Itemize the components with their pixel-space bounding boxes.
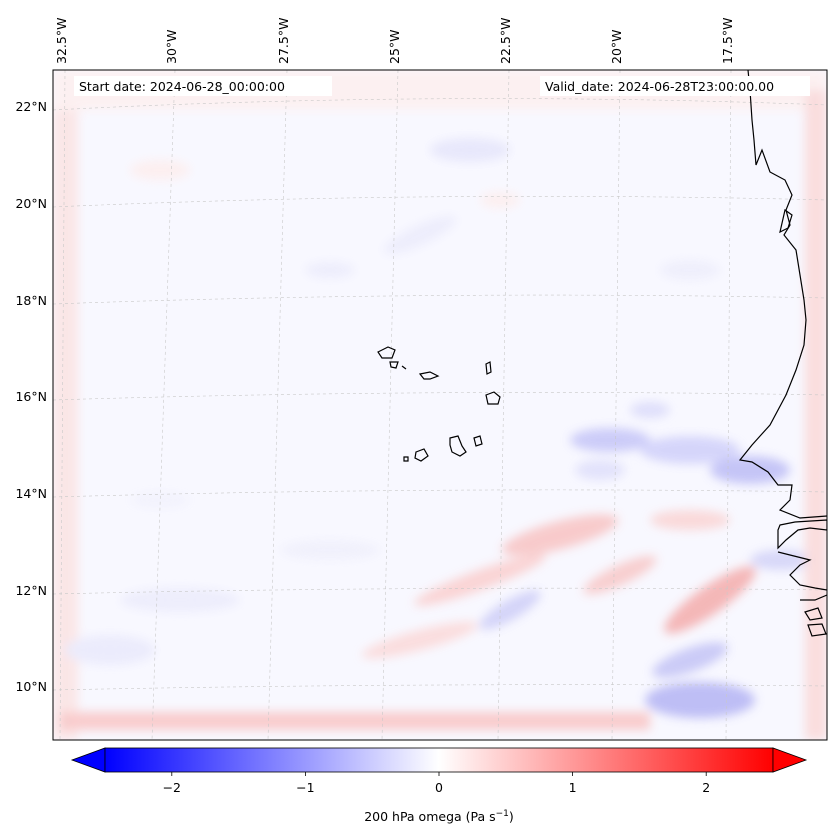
lat-label-12n: 12°N <box>15 583 47 598</box>
lon-label-32-5w: 32.5°W <box>54 18 69 64</box>
lon-label-30w: 30°W <box>164 29 179 64</box>
map-frame <box>52 69 828 741</box>
lat-label-14n: 14°N <box>15 486 47 501</box>
lat-label-18n: 18°N <box>15 293 47 308</box>
lat-label-10n: 10°N <box>15 679 47 694</box>
lat-label-20n: 20°N <box>15 196 47 211</box>
lon-label-27-5w: 27.5°W <box>276 18 291 64</box>
colorbar-extend-low <box>70 747 106 773</box>
longitude-labels: 32.5°W 30°W 27.5°W 25°W 22.5°W 20°W 17.5… <box>54 18 735 64</box>
colorbar-label: 200 hPa omega (Pa s−1) <box>364 809 514 824</box>
colorbar-bar <box>104 747 774 773</box>
start-date-box <box>74 76 332 96</box>
coastline <box>738 70 827 637</box>
colorbar-tick-label: 1 <box>569 780 577 795</box>
latitude-labels: 22°N 20°N 18°N 16°N 14°N 12°N 10°N <box>15 99 47 694</box>
colorbar-ticks: −2 −1 0 1 2 <box>163 772 710 795</box>
colorbar-tick-label: 0 <box>435 780 443 795</box>
valid-date-box <box>540 76 810 96</box>
lon-label-22-5w: 22.5°W <box>498 18 513 64</box>
lat-label-16n: 16°N <box>15 389 47 404</box>
graticule <box>53 70 827 740</box>
start-date-label: Start date: 2024-06-28_00:00:00 <box>79 79 285 94</box>
colorbar-tick-label: −2 <box>163 780 181 795</box>
colorbar-extend-high <box>772 747 808 773</box>
lon-label-25w: 25°W <box>387 29 402 64</box>
lon-label-20w: 20°W <box>609 29 624 64</box>
colorbar-tick-label: 2 <box>702 780 710 795</box>
lat-label-22n: 22°N <box>15 99 47 114</box>
colorbar-tick-label: −1 <box>296 780 314 795</box>
lon-label-17-5w: 17.5°W <box>720 18 735 64</box>
cape-verde-islands <box>377 346 501 462</box>
valid-date-label: Valid_date: 2024-06-28T23:00:00.00 <box>545 79 774 94</box>
colorbar: −2 −1 0 1 2 200 hPa omega (Pa s−1) <box>70 747 808 824</box>
omega-field <box>53 70 827 740</box>
